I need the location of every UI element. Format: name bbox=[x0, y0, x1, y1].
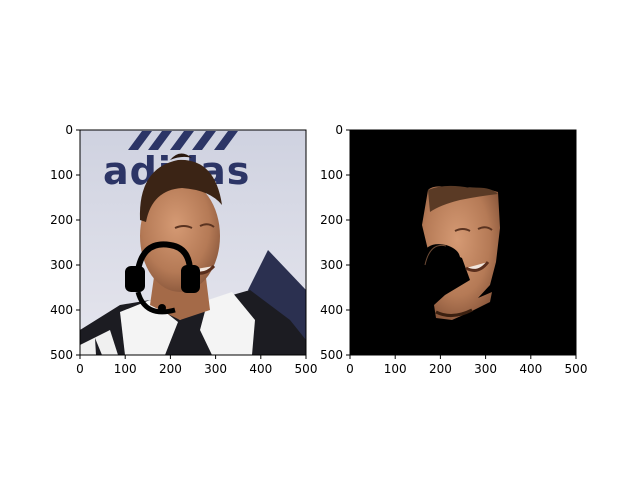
left-xtick-label: 100 bbox=[114, 362, 137, 376]
right-ytick-label: 400 bbox=[320, 303, 343, 317]
left-xtick-label: 400 bbox=[249, 362, 272, 376]
right-ytick-label: 0 bbox=[335, 123, 343, 137]
right-xtick-label: 0 bbox=[346, 362, 354, 376]
headset-overlay bbox=[125, 241, 200, 315]
left-axes-frame bbox=[79, 129, 307, 356]
left-ytick-label: 500 bbox=[50, 348, 73, 362]
left-image-panel: adidas bbox=[79, 129, 307, 356]
left-ytick-label: 200 bbox=[50, 213, 73, 227]
left-xtick-label: 200 bbox=[159, 362, 182, 376]
right-axes-frame bbox=[349, 129, 577, 356]
right-xtick-label: 200 bbox=[429, 362, 452, 376]
right-ytick-label: 500 bbox=[320, 348, 343, 362]
right-xtick-label: 400 bbox=[519, 362, 542, 376]
right-image-panel bbox=[349, 129, 577, 356]
right-xtick-label: 300 bbox=[474, 362, 497, 376]
right-ytick-label: 200 bbox=[320, 213, 343, 227]
right-masked-image bbox=[350, 130, 576, 355]
masked-face bbox=[422, 186, 500, 320]
left-xtick-label: 0 bbox=[76, 362, 84, 376]
left-xtick-label: 500 bbox=[295, 362, 318, 376]
left-ytick-label: 300 bbox=[50, 258, 73, 272]
right-xtick-label: 100 bbox=[384, 362, 407, 376]
left-ytick-label: 100 bbox=[50, 168, 73, 182]
right-xtick-label: 500 bbox=[565, 362, 588, 376]
left-ytick-label: 0 bbox=[65, 123, 73, 137]
left-xtick-label: 300 bbox=[204, 362, 227, 376]
logo-stripes bbox=[128, 131, 238, 150]
right-ytick-label: 300 bbox=[320, 258, 343, 272]
right-ytick-label: 100 bbox=[320, 168, 343, 182]
left-ytick-label: 400 bbox=[50, 303, 73, 317]
left-photo: adidas bbox=[80, 130, 306, 355]
